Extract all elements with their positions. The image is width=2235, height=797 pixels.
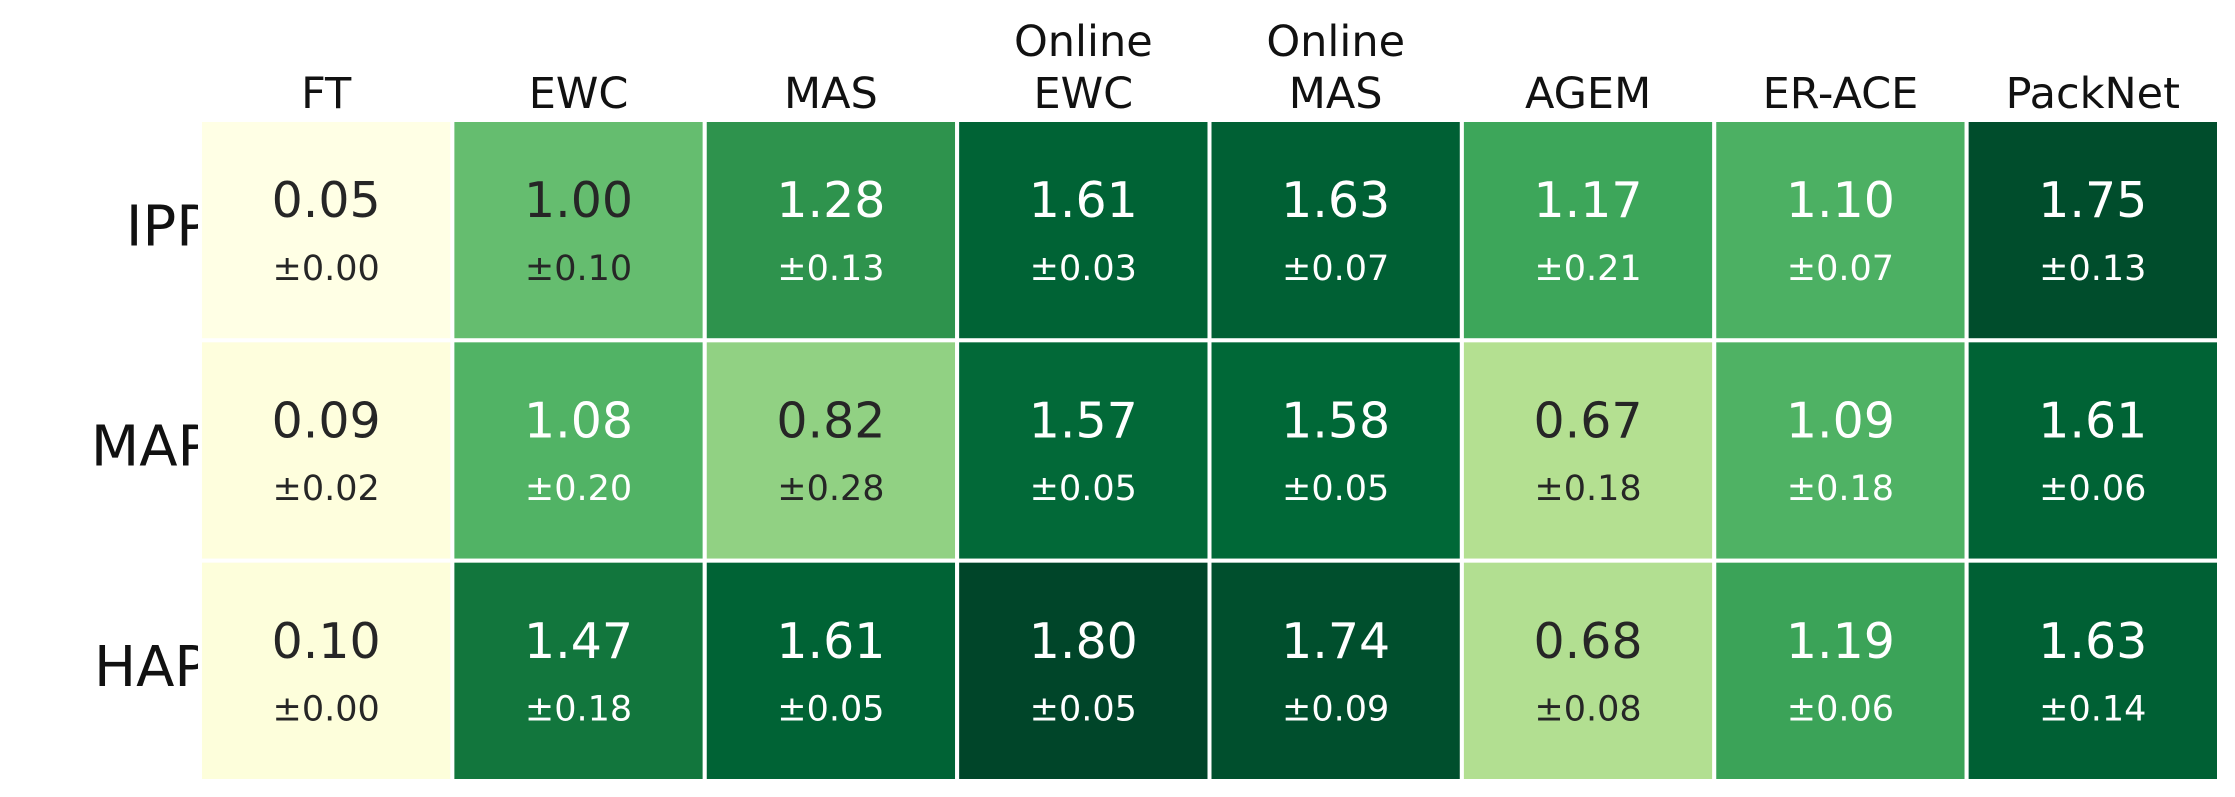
cell-error-label: ±0.02 (273, 469, 380, 509)
heatmap-cell (702, 338, 960, 563)
cell-error-label: ±0.06 (1787, 689, 1894, 729)
x-tick-label: PackNet (2005, 69, 2180, 119)
heatmap-cell (1712, 338, 1969, 563)
cell-value-label: 1.61 (776, 613, 885, 670)
x-tick-label: Online EWC (1013, 17, 1153, 119)
cell-value-label: 1.74 (1281, 613, 1390, 670)
cell-value-label: 1.80 (1029, 613, 1138, 670)
x-tick-label: ER-ACE (1762, 69, 1919, 119)
cell-value-label: 0.09 (272, 393, 381, 450)
heatmap-cell (1459, 118, 1717, 343)
cell-error-label: ±0.18 (525, 689, 632, 729)
heatmap-cell (1712, 118, 1969, 343)
cell-error-label: ±0.20 (525, 469, 632, 509)
heatmap-cell (1712, 558, 1969, 784)
cell-value-label: 1.09 (1786, 393, 1895, 450)
cell-error-label: ±0.09 (1282, 689, 1389, 729)
heatmap-cell (450, 118, 707, 343)
x-tick-label: EWC (528, 69, 629, 119)
heatmap-cell (1207, 338, 1464, 563)
heatmap-cell (955, 558, 1212, 784)
cell-value-label: 1.19 (1786, 613, 1895, 670)
heatmap-cell (1964, 118, 2221, 343)
cell-error-label: ±0.05 (1282, 469, 1389, 509)
heatmap-cell (1459, 338, 1717, 563)
heatmap-cell (702, 118, 960, 343)
cell-value-label: 1.57 (1029, 393, 1138, 450)
heatmap-cell (1207, 118, 1464, 343)
cell-value-label: 0.05 (272, 172, 381, 229)
cell-value-label: 1.28 (776, 172, 885, 229)
cell-error-label: ±0.18 (1534, 469, 1641, 509)
cell-value-label: 1.75 (2038, 172, 2147, 229)
cell-error-label: ±0.00 (273, 689, 380, 729)
heatmap-cell (450, 558, 707, 784)
heatmap-cell (1964, 338, 2221, 563)
cell-error-label: ±0.21 (1534, 249, 1641, 289)
heatmap-cell (198, 558, 455, 784)
cell-value-label: 0.82 (776, 393, 885, 450)
x-tick-label: FT (301, 69, 352, 119)
cell-error-label: ±0.05 (1030, 469, 1137, 509)
heatmap-cell (955, 338, 1212, 563)
cell-error-label: ±0.07 (1282, 249, 1389, 289)
cell-error-label: ±0.13 (2039, 249, 2146, 289)
cell-value-label: 0.68 (1534, 613, 1643, 670)
heatmap-cell (450, 338, 707, 563)
heatmap-cell (955, 118, 1212, 343)
cell-error-label: ±0.05 (1030, 689, 1137, 729)
cell-error-label: ±0.00 (273, 249, 380, 289)
cell-value-label: 0.67 (1534, 393, 1643, 450)
heatmap-cell (1964, 558, 2221, 784)
cell-value-label: 0.10 (272, 613, 381, 670)
heatmap-cell (198, 118, 455, 343)
x-tick-label: MAS (784, 69, 878, 119)
heatmap-cell (1459, 558, 1717, 784)
cell-error-label: ±0.18 (1787, 469, 1894, 509)
cell-value-label: 1.47 (524, 613, 633, 670)
cell-error-label: ±0.08 (1534, 689, 1641, 729)
cell-error-label: ±0.03 (1030, 249, 1137, 289)
x-tick-label: Online MAS (1266, 17, 1406, 119)
cell-error-label: ±0.07 (1787, 249, 1894, 289)
cell-value-label: 1.63 (1281, 172, 1390, 229)
cell-value-label: 1.08 (524, 393, 633, 450)
cell-error-label: ±0.14 (2039, 689, 2146, 729)
cell-error-label: ±0.05 (777, 689, 884, 729)
cell-value-label: 1.63 (2038, 613, 2147, 670)
cell-value-label: 1.00 (524, 172, 633, 229)
cell-value-label: 1.58 (1281, 393, 1390, 450)
heatmap-cell (1207, 558, 1464, 784)
cell-error-label: ±0.13 (777, 249, 884, 289)
cell-error-label: ±0.10 (525, 249, 632, 289)
cell-value-label: 1.61 (2038, 393, 2147, 450)
cell-value-label: 1.17 (1534, 172, 1643, 229)
heatmap-cell (198, 338, 455, 563)
cell-value-label: 1.10 (1786, 172, 1895, 229)
cell-error-label: ±0.06 (2039, 469, 2146, 509)
x-tick-label: AGEM (1524, 69, 1652, 119)
cell-value-label: 1.61 (1029, 172, 1138, 229)
cell-error-label: ±0.28 (777, 469, 884, 509)
heatmap-cell (702, 558, 960, 784)
